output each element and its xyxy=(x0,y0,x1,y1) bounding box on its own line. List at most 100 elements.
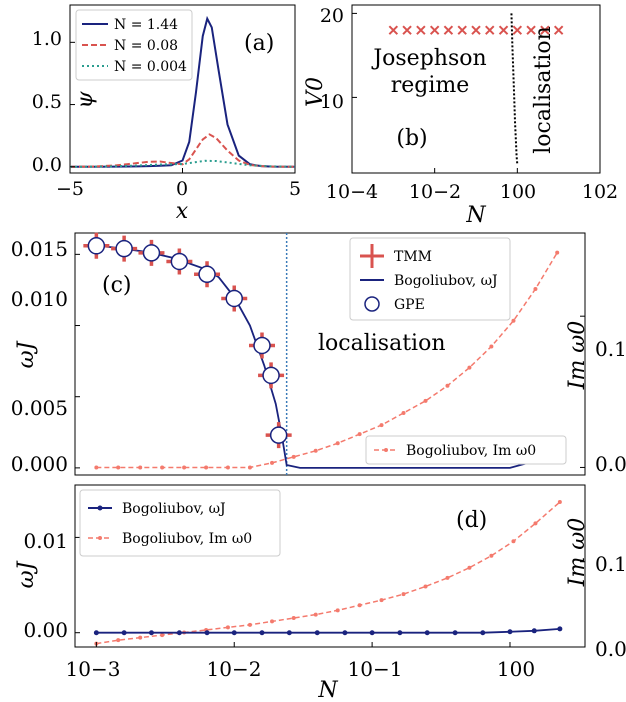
panel-c-ytick-left: 0.010 xyxy=(11,287,68,311)
panel-b-x-marker xyxy=(457,25,467,35)
panel-d-xtick: 10−3 xyxy=(66,657,121,681)
panel-c-imw0-point xyxy=(247,465,252,470)
panel-d-wj-point xyxy=(557,626,563,632)
panel-c-gpe-marker xyxy=(142,244,161,262)
panel-b-x-marker xyxy=(526,25,536,35)
panel-a-plot-area xyxy=(69,15,296,173)
panel-c-legend-2-box xyxy=(365,435,567,465)
legend-circle-marker xyxy=(364,296,380,312)
panel-d-wj-point xyxy=(397,630,403,636)
panel-b-localisation-label: localisation xyxy=(531,26,556,154)
panel-c-imw0-point xyxy=(489,344,494,349)
panel-a-series-line xyxy=(69,159,296,168)
panel-d-imw0-point xyxy=(270,619,275,624)
panel-b-x-marker xyxy=(485,25,495,35)
panel-d-imw0-point xyxy=(247,622,252,627)
panel-d-imw0-point xyxy=(116,638,121,643)
panel-d-wj-point xyxy=(176,630,182,636)
panel-d-wj-point xyxy=(507,629,513,635)
panel-b-xtick: 100 xyxy=(500,181,536,203)
panel-b-x-marker xyxy=(388,25,399,35)
panel-d-ylabel-left: ωJ xyxy=(14,560,39,588)
panel-d-imw0-line xyxy=(96,501,561,645)
panel-d-xlabel: N xyxy=(317,678,338,702)
panel-d-imw0-point xyxy=(138,635,143,640)
panel-c-imw0-point xyxy=(160,465,165,470)
panel-c-gpe-marker xyxy=(253,336,271,355)
panel-c-imw0-point xyxy=(182,465,187,470)
panel-a: −5 0 5 0.0 0.5 1.0 x ψ (a) N = 1.44 N = … xyxy=(32,4,301,224)
panel-c-gpe-marker xyxy=(170,252,189,271)
panel-d-ytick-right: 0.0 xyxy=(595,637,626,661)
panel-c-frame xyxy=(74,232,586,476)
panel-c-imw0-point xyxy=(511,318,516,323)
panel-c-imw0-point xyxy=(270,460,275,465)
panel-d-wj-point xyxy=(93,630,99,636)
panel-d-wj-point xyxy=(531,628,537,634)
panel-b-ylabel: V0 xyxy=(303,77,328,107)
panel-a-ytick: 1.0 xyxy=(32,28,62,50)
panel-a-series-line xyxy=(69,133,296,168)
panel-a-ytick: 0.5 xyxy=(32,91,62,113)
panel-d-plot-area xyxy=(75,500,585,648)
panel-b-x-marker xyxy=(429,25,440,35)
panel-c-legend-label: GPE xyxy=(394,297,425,313)
panel-c-ylabel-left: ωJ xyxy=(14,340,39,368)
panel-a-xtick: 5 xyxy=(289,178,301,200)
panel-d-wj-point xyxy=(204,630,210,636)
panel-d-imw0-point xyxy=(511,539,516,544)
panel-c-imw0-point xyxy=(116,465,121,470)
panel-b-x-marker xyxy=(553,25,564,35)
panel-c-imw0-point xyxy=(138,465,143,470)
panel-d-wj-point xyxy=(452,630,458,636)
panel-b-x-marker xyxy=(471,25,481,35)
panel-d-legend: Bogoliubov, ωJ Bogoliubov, Im ω0 xyxy=(79,489,281,557)
panel-c-imw0-point xyxy=(291,454,296,459)
panel-a-legend-label: N = 0.004 xyxy=(114,59,187,75)
panel-b-ytick: 10 xyxy=(320,91,344,113)
legend-dot-marker xyxy=(97,505,103,511)
panel-c-imw0-point xyxy=(533,286,538,291)
panel-c-imw0-point xyxy=(225,465,230,470)
panel-c-legend-label: Bogoliubov, Im ω0 xyxy=(406,443,536,459)
panel-d-wj-point xyxy=(286,630,292,636)
panel-c-ytick-right: 0.0 xyxy=(595,452,626,476)
panel-d-frame xyxy=(74,484,586,648)
panel-a-legend: N = 1.44 N = 0.08 N = 0.004 xyxy=(75,9,193,81)
panel-c-ylabel-right: Im ω0 xyxy=(565,321,590,390)
panel-c-imw0-point xyxy=(379,423,384,428)
panel-a-xtick: −5 xyxy=(56,178,84,200)
panel-c-imw0-point xyxy=(423,398,428,403)
legend-dot-marker xyxy=(384,448,388,452)
panel-b-xtick: 10−2 xyxy=(409,181,461,203)
panel-a-legend-label: N = 0.08 xyxy=(114,38,178,54)
panel-c-gpe-marker xyxy=(115,239,133,258)
panel-b-x-marker xyxy=(540,25,550,35)
panel-c-imw0-point xyxy=(467,365,472,370)
panel-a-legend-box xyxy=(75,9,193,81)
panel-d-imw0-point xyxy=(401,592,406,597)
panel-b-xtick: 10−4 xyxy=(326,181,378,203)
panel-a-legend-label: N = 1.44 xyxy=(114,17,178,33)
panel-c-plot-area xyxy=(75,232,585,475)
panel-d-tag: (d) xyxy=(456,508,487,533)
panel-b-xlabel: N xyxy=(465,203,486,228)
panel-c-gpe-marker xyxy=(198,265,216,284)
panel-c-gpe-marker xyxy=(225,289,243,308)
panel-d-imw0-point xyxy=(160,633,165,638)
panel-b-x-marker xyxy=(416,25,426,35)
panel-c-gpe-marker xyxy=(269,426,288,444)
panel-d-wj-point xyxy=(121,630,127,636)
panel-d-wj-point xyxy=(148,630,154,636)
panel-d-imw0-point xyxy=(357,603,362,608)
panel-b-x-marker xyxy=(443,25,454,35)
panel-b-regime-label: regime xyxy=(391,73,470,98)
panel-d-ylabel-right: Im ω0 xyxy=(565,518,590,587)
panel-d: 0.00 0.01 0.0 0.1 10−3 10−2 10−1 100 N ω… xyxy=(14,484,626,702)
panel-a-xlabel: x xyxy=(176,199,189,224)
panel-b-josephson-label: Josephson xyxy=(371,46,486,71)
panel-c-imw0-point xyxy=(555,250,560,255)
panel-d-imw0-point xyxy=(533,521,538,526)
panel-d-imw0-point xyxy=(291,616,296,621)
